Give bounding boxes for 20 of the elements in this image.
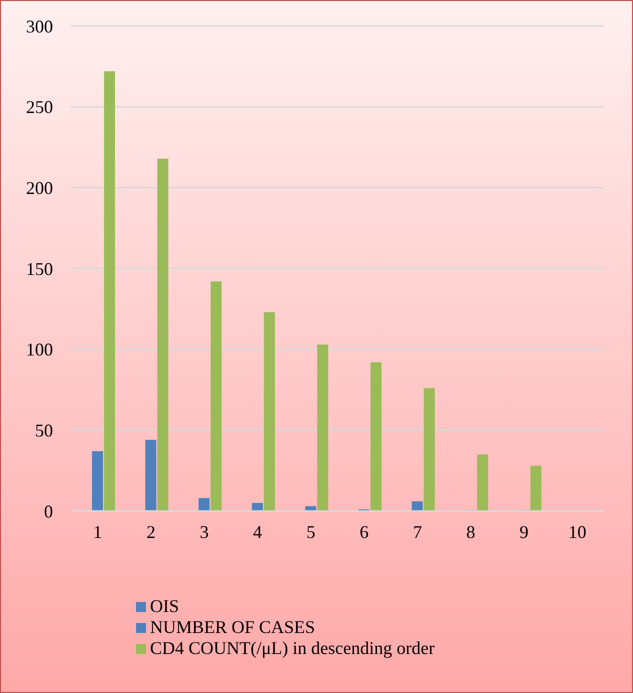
x-tick-label: 4 — [253, 522, 262, 542]
y-tick-label: 0 — [44, 501, 53, 522]
y-tick-label: 300 — [26, 16, 53, 36]
x-tick-label: 7 — [412, 522, 422, 542]
x-tick-label: 1 — [93, 522, 102, 542]
y-tick-label: 250 — [26, 97, 53, 118]
y-tick-label: 150 — [26, 258, 53, 279]
y-tick-label: 200 — [26, 178, 53, 198]
x-tick-label: 3 — [200, 522, 209, 542]
legend-label: OIS — [150, 596, 180, 617]
legend-label: CD4 COUNT(/μL) in descending order — [150, 638, 435, 659]
x-tick-label: 5 — [306, 522, 316, 542]
x-tick-label: 8 — [466, 522, 476, 542]
y-tick-label: 100 — [26, 340, 53, 360]
x-tick-label: 2 — [146, 522, 156, 542]
x-tick-label: 9 — [520, 522, 529, 542]
legend-label: NUMBER OF CASES — [150, 617, 316, 638]
x-tick-label: 10 — [568, 522, 586, 542]
y-tick-label: 50 — [35, 420, 53, 441]
x-tick-label: 6 — [360, 522, 369, 542]
